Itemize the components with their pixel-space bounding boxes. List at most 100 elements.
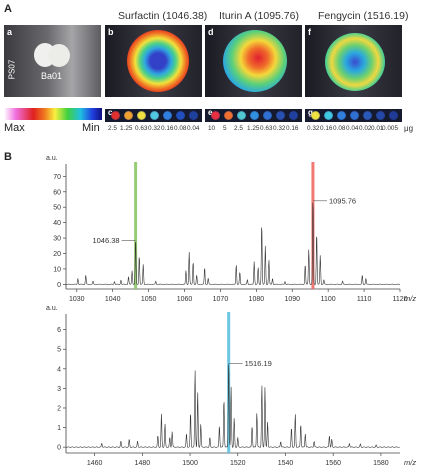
tile-letter-b: b xyxy=(108,27,114,37)
conc-g-0: 0.32 xyxy=(307,125,320,132)
conc-e-2: 2.5 xyxy=(234,125,243,132)
strip-c-spot-2 xyxy=(137,111,146,120)
conc-e-1: 5 xyxy=(223,125,227,132)
strip-c-spot-5 xyxy=(176,111,185,120)
iturin-spot xyxy=(223,30,287,92)
photo-side-label: PS07 xyxy=(7,59,17,80)
conc-g-4: 0.02 xyxy=(359,125,372,132)
spec2-ytick-label-3: 3 xyxy=(57,386,61,393)
spec2-xtick-label-2: 1500 xyxy=(182,460,198,467)
strip-letter-g: g xyxy=(308,109,313,117)
strip-e-spot-6 xyxy=(289,111,298,120)
spec1-xtick-label-9: 1120 xyxy=(392,296,407,303)
spec1-ylabel: a.u. xyxy=(46,155,58,162)
spec2-xtick-label-0: 1460 xyxy=(87,460,103,467)
spec1-xlabel: m/z xyxy=(404,294,416,303)
conc-c-1: 1.25 xyxy=(120,125,133,132)
spec1-marker-1 xyxy=(311,162,315,289)
fengycin-spot xyxy=(325,33,385,91)
colorbar-max-label: Max xyxy=(4,122,25,134)
strip-g-spot-2 xyxy=(337,111,346,120)
ims-tile-iturin: d xyxy=(205,25,302,97)
title-surfactin: Surfactin (1046.38) xyxy=(118,10,208,22)
spec2-callout-label-0: 1516.19 xyxy=(245,359,272,368)
spec2-ytick-label-2: 2 xyxy=(57,405,61,412)
spec2-ytick-label-5: 5 xyxy=(57,347,61,354)
conc-e-6: 0.16 xyxy=(286,125,299,132)
spec1-ytick-label-5: 50 xyxy=(53,205,61,212)
spec1-xtick-label-5: 1080 xyxy=(249,296,265,303)
spec2-ytick-label-4: 4 xyxy=(57,366,61,373)
spec1-xtick-label-1: 1040 xyxy=(105,296,121,303)
spec2-ytick-label-1: 1 xyxy=(57,425,61,432)
strip-e-spot-5 xyxy=(276,111,285,120)
colorbar xyxy=(4,108,102,120)
spec1-marker-0 xyxy=(134,162,138,289)
conc-g-1: 0.16 xyxy=(320,125,333,132)
ims-tile-surfactin: b xyxy=(105,25,202,97)
spec1-ytick-label-6: 60 xyxy=(53,189,61,196)
conc-e-3: 1.25 xyxy=(247,125,260,132)
spec1-ytick-label-1: 10 xyxy=(53,266,61,273)
strip-c-spot-1 xyxy=(124,111,133,120)
spec1-ytick-label-4: 40 xyxy=(53,220,61,227)
title-iturin: Iturin A (1095.76) xyxy=(219,10,299,22)
spec2-trace xyxy=(65,364,400,448)
strip-e-spot-3 xyxy=(250,111,259,120)
conc-c-0: 2.5 xyxy=(108,125,117,132)
conc-g-3: 0.04 xyxy=(346,125,359,132)
strip-g-spot-1 xyxy=(324,111,333,120)
spec1-xtick-label-8: 1110 xyxy=(357,296,372,303)
strip-c-spot-3 xyxy=(150,111,159,120)
spec2-xlabel: m/z xyxy=(404,458,416,467)
strip-e: e xyxy=(205,109,302,122)
strip-g: g xyxy=(305,109,402,122)
panel-label-b: B xyxy=(4,151,12,163)
conc-c-6: 0.04 xyxy=(187,125,200,132)
conc-g-6: 0.005 xyxy=(382,125,398,132)
spec1-trace xyxy=(65,202,401,285)
spec1-callout-label-0: 1046.38 xyxy=(92,236,119,245)
tile-letter-d: d xyxy=(208,27,214,37)
spec2-xtick-label-5: 1560 xyxy=(325,460,341,467)
strip-e-spot-4 xyxy=(263,111,272,120)
spec1-xtick-label-6: 1090 xyxy=(284,296,300,303)
conc-unit: μg xyxy=(404,124,414,133)
title-fengycin: Fengycin (1516.19) xyxy=(318,10,409,22)
colony-label: Ba01 xyxy=(41,71,63,81)
strip-letter-c: c xyxy=(108,109,113,117)
colorbar-min-label: Min xyxy=(82,122,100,134)
ims-tile-fengycin: f xyxy=(305,25,402,97)
strip-c-spot-0 xyxy=(111,111,120,120)
strip-e-spot-1 xyxy=(224,111,233,120)
spec1-ytick-label-2: 20 xyxy=(53,251,61,258)
spec1-ytick-label-3: 30 xyxy=(53,236,61,243)
spec1-ytick-label-0: 0 xyxy=(57,282,61,289)
spec1-xtick-label-3: 1060 xyxy=(177,296,193,303)
spectrum-chart-1: a.u. m/z 0 10 20 30 40 50 60 70 1030 1040 1050 1060 10… xyxy=(46,155,416,303)
spectrum-chart-2: a.u. m/z 0 1 2 3 4 5 6 1460 1480 1500 1520 1540 1560 15… xyxy=(46,305,416,467)
conc-g-5: 0.01 xyxy=(371,125,384,132)
strip-c-spot-4 xyxy=(163,111,172,120)
spec2-xtick-label-3: 1520 xyxy=(230,460,246,467)
conc-c-4: 0.16 xyxy=(161,125,174,132)
strip-e-spot-0 xyxy=(211,111,220,120)
conc-c-3: 0.32 xyxy=(148,125,161,132)
conc-e-4: 0.63 xyxy=(260,125,273,132)
surfactin-ring xyxy=(127,30,189,92)
spec1-callout-label-1: 1095.76 xyxy=(329,196,356,205)
conc-g-2: 0.08 xyxy=(333,125,346,132)
spec2-ytick-label-6: 6 xyxy=(57,327,61,334)
strip-g-spot-5 xyxy=(376,111,385,120)
panel-label-a: A xyxy=(4,3,12,15)
spec2-ylabel: a.u. xyxy=(46,305,58,312)
spec1-xtick-label-0: 1030 xyxy=(69,296,85,303)
photo-tile-a: a PS07 Ba01 xyxy=(4,25,101,97)
strip-e-spot-2 xyxy=(237,111,246,120)
strip-g-spot-3 xyxy=(350,111,359,120)
conc-e-5: 0.32 xyxy=(273,125,286,132)
strip-g-spot-0 xyxy=(311,111,320,120)
spec1-xtick-label-7: 1100 xyxy=(321,296,336,303)
tile-letter-a: a xyxy=(7,27,13,37)
spec1-ytick-label-7: 70 xyxy=(53,174,61,181)
